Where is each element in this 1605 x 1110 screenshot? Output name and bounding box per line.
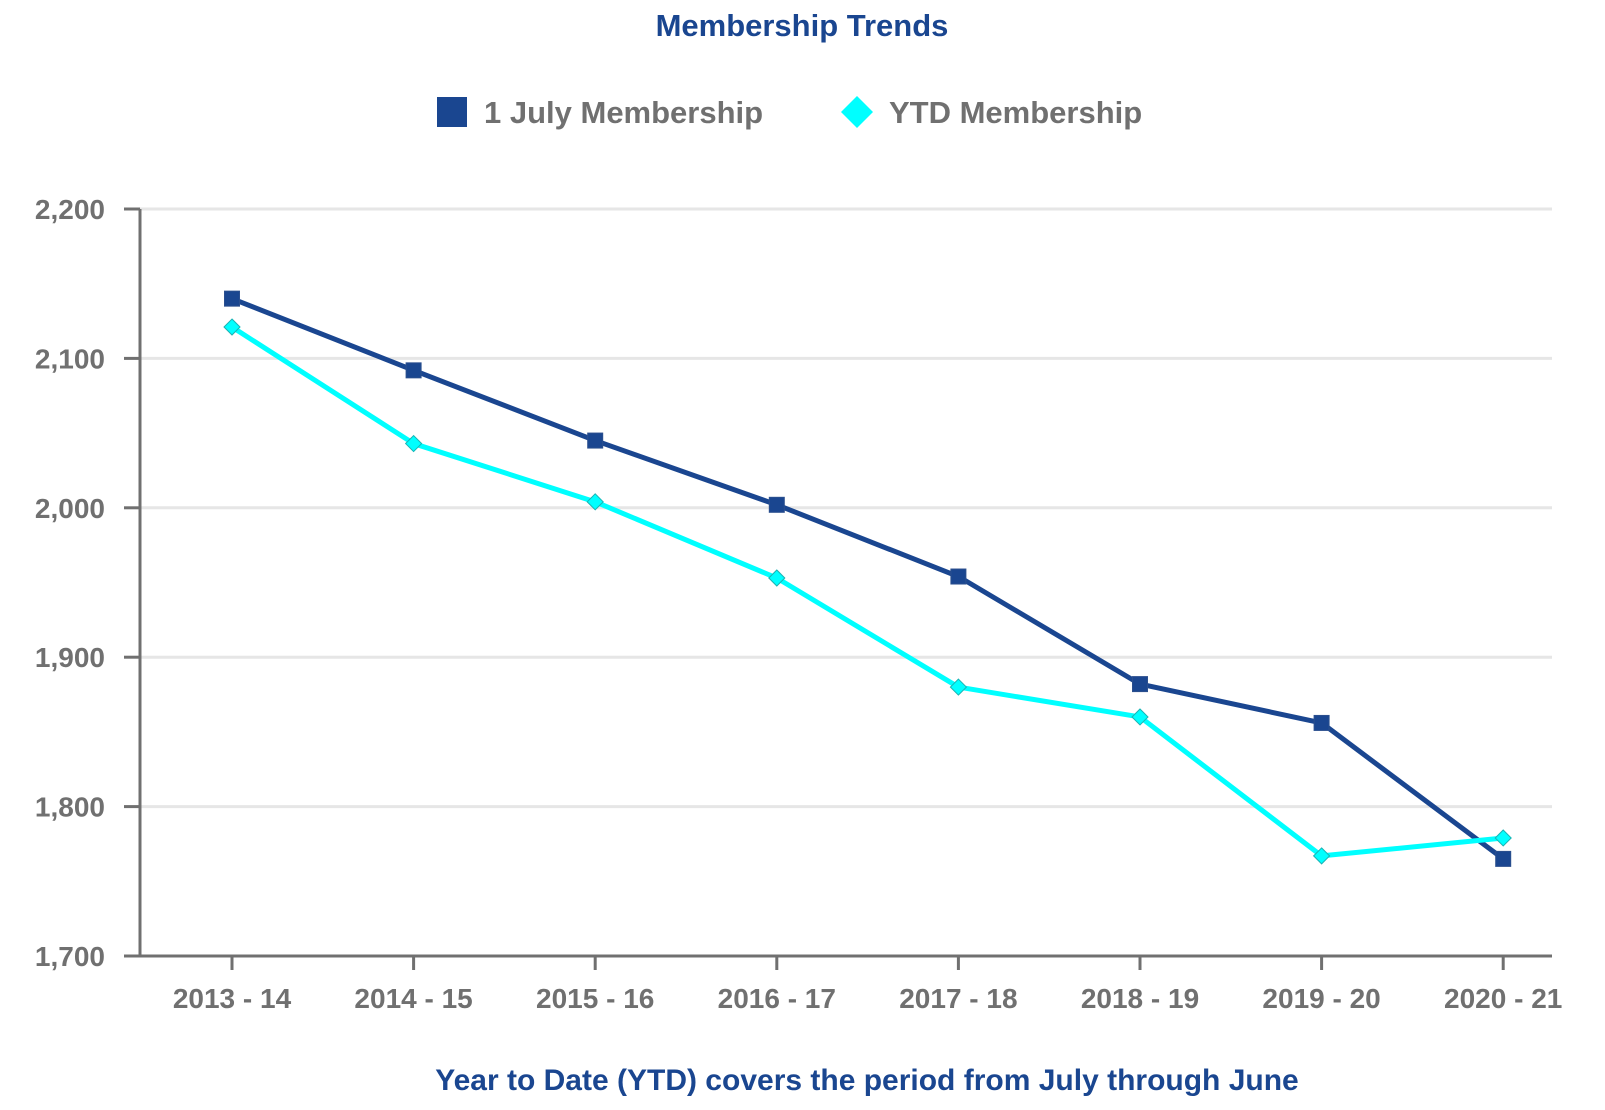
data-point-square — [224, 290, 240, 307]
gridlines — [140, 207, 1552, 809]
y-tick-label: 1,800 — [35, 792, 105, 823]
data-point-square — [405, 362, 422, 379]
data-point-square — [950, 568, 967, 585]
series-line — [230, 324, 1504, 859]
series-1-july-membership — [224, 290, 1512, 867]
data-point-diamond — [1131, 708, 1149, 726]
data-point-diamond — [768, 569, 786, 587]
series-line — [231, 296, 1505, 861]
data-point-diamond — [1312, 847, 1331, 865]
data-point-diamond — [949, 678, 968, 696]
chart-title: Membership Trends — [656, 8, 949, 43]
axes — [138, 209, 1552, 958]
y-tick-label: 2,000 — [35, 493, 105, 524]
x-tick-label: 2015 - 16 — [536, 983, 654, 1014]
data-point-diamond — [223, 318, 241, 336]
x-tick-label: 2019 - 20 — [1262, 983, 1380, 1014]
x-tick-label: 2016 - 17 — [718, 983, 836, 1014]
legend-label: YTD Membership — [889, 95, 1142, 130]
legend-item-ytd[interactable]: YTD Membership — [841, 95, 1142, 130]
data-point-diamond — [586, 493, 604, 511]
data-point-diamond — [1494, 829, 1512, 847]
x-tick-label: 2017 - 18 — [899, 983, 1017, 1014]
data-point-square — [1313, 714, 1330, 731]
x-axis-title: Year to Date (YTD) covers the period fro… — [435, 1064, 1298, 1097]
series-ytd-membership — [223, 318, 1512, 865]
data-point-square — [1495, 850, 1512, 867]
y-axis-ticks: 1,700 1,800 1,900 2,000 2,100 2,200 — [35, 194, 140, 972]
legend-label: 1 July Membership — [484, 95, 763, 130]
legend: 1 July Membership YTD Membership — [437, 95, 1142, 130]
y-tick-label: 1,700 — [35, 941, 105, 972]
x-tick-label: 2013 - 14 — [173, 983, 292, 1014]
legend-item-1-july[interactable]: 1 July Membership — [437, 95, 763, 130]
legend-square-icon — [437, 97, 467, 127]
x-tick-label: 2018 - 19 — [1081, 983, 1199, 1014]
data-point-diamond — [404, 434, 423, 453]
y-tick-label: 2,200 — [35, 194, 105, 225]
y-tick-label: 2,100 — [35, 343, 105, 374]
x-tick-label: 2020 - 21 — [1444, 983, 1562, 1014]
y-tick-label: 1,900 — [35, 642, 105, 673]
x-axis-ticks: 2013 - 14 2014 - 15 2015 - 16 2016 - 17 2017… — [173, 956, 1562, 1014]
x-tick-label: 2014 - 15 — [354, 983, 472, 1014]
series — [223, 290, 1512, 867]
legend-diamond-icon — [841, 96, 873, 128]
data-point-square — [1132, 676, 1148, 693]
data-point-square — [587, 432, 604, 449]
data-point-square — [768, 496, 785, 513]
